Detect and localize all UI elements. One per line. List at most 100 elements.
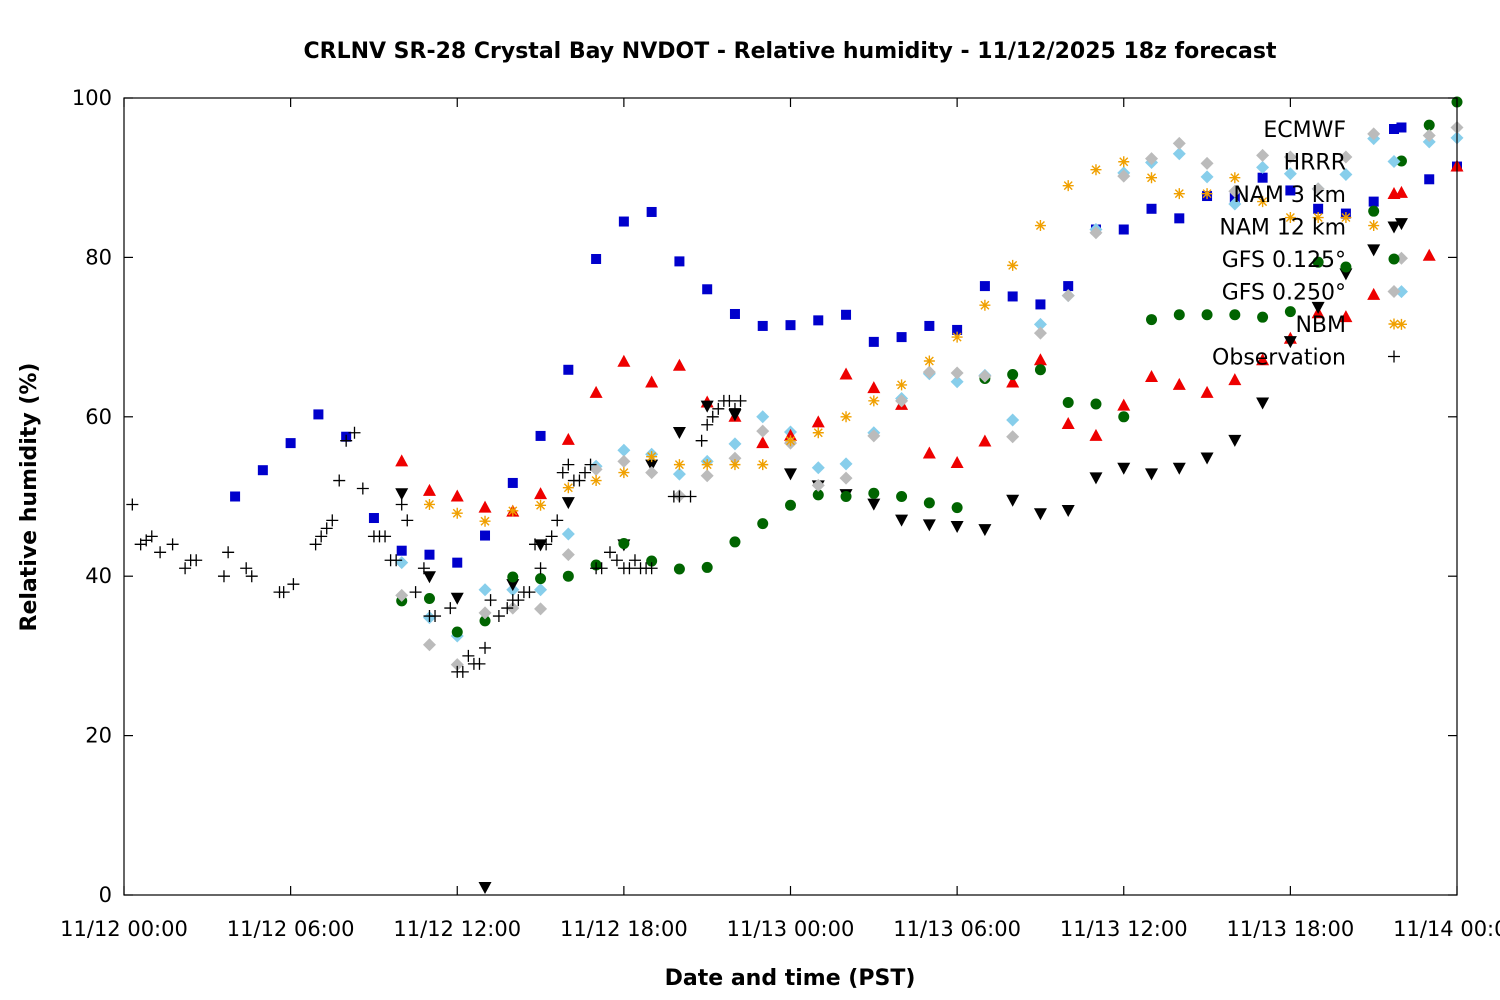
data-point (478, 882, 492, 895)
data-point (1256, 353, 1270, 366)
data-point (839, 457, 853, 471)
data-point (734, 394, 747, 407)
data-point (1033, 508, 1047, 521)
data-point (610, 554, 623, 567)
data-point (1423, 119, 1435, 131)
data-point (578, 466, 591, 479)
data-point (1201, 188, 1213, 200)
data-point (478, 606, 492, 620)
data-point (1257, 172, 1268, 183)
data-point (395, 488, 409, 501)
legend-marker (1388, 318, 1400, 330)
data-point (563, 364, 574, 375)
x-tick-label: 11/13 06:00 (893, 917, 1021, 941)
data-point (672, 358, 686, 371)
data-point (230, 491, 241, 502)
data-point (617, 354, 631, 367)
data-point (1061, 505, 1075, 518)
series-gfs-0-125- (396, 96, 1463, 638)
y-tick-label: 20 (85, 724, 112, 748)
data-point (1174, 213, 1185, 224)
data-point (479, 641, 492, 654)
data-point (1228, 434, 1242, 447)
data-point (645, 562, 658, 575)
data-point (1285, 185, 1296, 196)
series-observation (126, 394, 747, 678)
data-point (729, 536, 741, 548)
data-point (868, 487, 880, 499)
data-point (785, 499, 796, 511)
data-point (245, 570, 258, 583)
data-point (529, 538, 542, 551)
data-point (1172, 147, 1186, 161)
axes: 0 20 40 60 80 100 11/12 00:00 11/12 06:00 11/12 … (60, 86, 1500, 941)
data-point (450, 489, 464, 502)
y-tick-label: 100 (72, 86, 112, 110)
data-point (785, 320, 796, 331)
data-point (287, 578, 300, 591)
x-tick-label: 11/13 18:00 (1227, 917, 1355, 941)
y-tick-label: 0 (99, 883, 112, 907)
data-point (368, 513, 379, 524)
data-point (1311, 301, 1325, 314)
data-point (756, 436, 770, 449)
data-point (1090, 398, 1102, 410)
data-point (562, 570, 574, 582)
data-point (867, 498, 881, 511)
data-point (1172, 136, 1186, 150)
data-point (728, 437, 742, 451)
data-point (951, 331, 963, 343)
data-point (1339, 150, 1353, 164)
data-point (623, 562, 636, 575)
legend-label: NAM 3 km (1233, 183, 1346, 208)
data-point (395, 556, 409, 570)
data-point (315, 530, 328, 543)
y-tick-label: 60 (85, 405, 112, 429)
chart-title: CRLNV SR-28 Crystal Bay NVDOT - Relative… (303, 39, 1277, 64)
legend-label: ECMWF (1263, 118, 1346, 143)
data-point (952, 324, 963, 335)
data-point (390, 554, 403, 567)
data-point (978, 524, 992, 537)
data-point (645, 375, 659, 388)
data-point (1340, 212, 1352, 224)
data-point (672, 467, 686, 481)
data-point (646, 206, 657, 217)
data-point (706, 410, 719, 423)
data-point (501, 602, 514, 615)
data-point (179, 562, 192, 575)
data-point (1146, 314, 1158, 326)
data-point (978, 434, 992, 447)
data-point (313, 409, 324, 420)
x-tick-label: 11/12 18:00 (560, 917, 688, 941)
data-point (674, 256, 685, 267)
data-point (423, 593, 435, 605)
data-point (603, 546, 616, 559)
data-point (1089, 472, 1103, 485)
data-point (839, 367, 853, 380)
data-point (424, 549, 435, 560)
data-point (673, 459, 685, 471)
data-point (573, 474, 586, 487)
data-point (700, 400, 714, 413)
data-point (450, 658, 464, 672)
data-point (1368, 205, 1380, 217)
data-point (1395, 155, 1407, 167)
data-point (1006, 375, 1020, 388)
data-point (728, 402, 741, 415)
data-point (395, 588, 409, 602)
data-point (1394, 218, 1408, 231)
data-point (591, 253, 602, 264)
legend-marker (1388, 350, 1400, 363)
data-point (590, 475, 602, 487)
data-point (1061, 416, 1075, 429)
data-point (422, 638, 436, 652)
data-point (950, 520, 964, 533)
data-point (979, 281, 990, 292)
data-point (895, 394, 909, 408)
data-point (422, 571, 436, 584)
data-point (423, 498, 435, 510)
x-tick-label: 11/13 12:00 (1060, 917, 1188, 941)
data-point (811, 415, 825, 428)
x-tick-label: 11/14 00:00 (1393, 917, 1500, 941)
